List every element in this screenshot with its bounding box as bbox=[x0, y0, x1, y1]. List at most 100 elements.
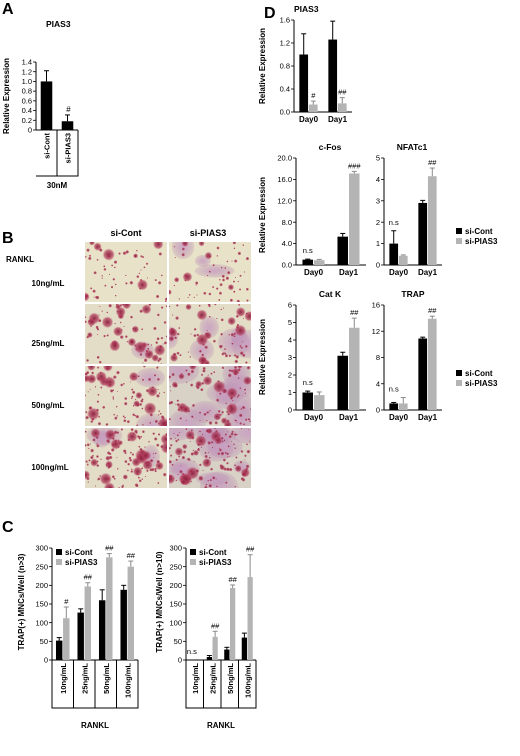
stained-cell bbox=[154, 419, 159, 424]
stained-cell bbox=[131, 457, 141, 467]
stained-cell bbox=[243, 271, 246, 273]
stained-cell bbox=[97, 318, 102, 323]
chart-d-trap: 0 4 8 12 16 TRAP n.s ## Day0 Day1 bbox=[372, 289, 442, 422]
y-tick-label: 2 bbox=[288, 371, 292, 380]
stained-cell bbox=[246, 366, 251, 370]
stained-cell bbox=[129, 315, 134, 319]
stained-cell bbox=[218, 291, 223, 295]
y-tick-label: 6 bbox=[288, 301, 292, 310]
stained-cell bbox=[105, 423, 109, 426]
stained-cell bbox=[182, 450, 187, 454]
stained-cell bbox=[164, 300, 167, 302]
stained-cell bbox=[204, 345, 209, 350]
stained-cell bbox=[196, 294, 198, 296]
stained-cell bbox=[127, 337, 137, 347]
stained-cell bbox=[223, 439, 226, 442]
stained-cell bbox=[85, 320, 87, 324]
stained-cell bbox=[211, 476, 216, 480]
stained-cell bbox=[157, 433, 161, 436]
y-tick-label: 1.4 bbox=[22, 58, 32, 67]
stained-cell bbox=[244, 469, 248, 473]
stained-cell bbox=[245, 287, 249, 291]
stained-cell bbox=[210, 372, 213, 375]
category-label: Day1 bbox=[339, 268, 359, 277]
stained-cell bbox=[222, 307, 225, 309]
bar-si-pias3 bbox=[247, 577, 253, 660]
stained-cell bbox=[139, 352, 143, 357]
stained-cell bbox=[171, 463, 174, 466]
stained-cell bbox=[175, 439, 178, 443]
stained-cell bbox=[198, 463, 202, 467]
multinucleated-cell bbox=[171, 242, 195, 260]
stained-cell bbox=[126, 340, 129, 343]
stained-cell bbox=[245, 361, 248, 364]
stained-cell bbox=[132, 466, 143, 477]
stained-cell bbox=[144, 446, 146, 448]
stained-cell bbox=[185, 419, 187, 422]
bar-si-cont bbox=[206, 657, 212, 660]
stained-cell bbox=[111, 475, 115, 479]
stained-cell bbox=[195, 333, 209, 346]
stained-cell bbox=[218, 278, 221, 281]
stained-cell bbox=[221, 388, 228, 394]
stained-cell bbox=[222, 458, 227, 462]
stained-cell bbox=[176, 351, 180, 355]
stained-cell bbox=[86, 463, 89, 466]
micrograph-grid bbox=[85, 242, 251, 488]
stained-cell bbox=[162, 343, 164, 345]
stained-cell bbox=[110, 285, 114, 289]
category-label: Day0 bbox=[389, 268, 409, 277]
stained-cell bbox=[202, 469, 204, 472]
stained-cell bbox=[160, 306, 164, 309]
stained-cell bbox=[117, 439, 120, 442]
stained-cell bbox=[134, 341, 147, 354]
stained-cell bbox=[96, 333, 99, 336]
stained-cell bbox=[218, 344, 223, 349]
x-axis-label: RANKL bbox=[207, 721, 235, 730]
y-tick-label: 0 bbox=[376, 406, 380, 415]
y-tick-label: 0.4 bbox=[280, 85, 290, 94]
stained-cell bbox=[226, 270, 231, 275]
stained-cell bbox=[230, 441, 233, 443]
stained-cell bbox=[242, 423, 246, 426]
stained-cell bbox=[118, 486, 120, 488]
stained-cell bbox=[215, 485, 218, 488]
y-axis-label: Relative Expression bbox=[2, 58, 11, 134]
stained-cell bbox=[130, 397, 133, 400]
stained-cell bbox=[130, 470, 134, 473]
y-tick-label: 0 bbox=[28, 126, 32, 135]
stained-cell bbox=[244, 459, 246, 461]
stained-cell bbox=[180, 465, 182, 467]
legend-swatch-si-cont bbox=[456, 370, 462, 376]
stained-cell bbox=[131, 453, 135, 456]
significance-label: # bbox=[66, 105, 71, 114]
stained-cell bbox=[116, 467, 119, 470]
legend-label-si-pias3: si-PIAS3 bbox=[65, 558, 98, 567]
stained-cell bbox=[158, 357, 162, 361]
stained-cell bbox=[145, 262, 149, 266]
legend-swatch-si-pias3 bbox=[190, 559, 196, 565]
stained-cell bbox=[160, 363, 163, 364]
stained-cell bbox=[169, 446, 172, 450]
stained-cell bbox=[217, 409, 221, 413]
chart-d-pias3: 0.0 0.4 0.8 1.2 1.6 PIAS3 Relative Expression #… bbox=[258, 4, 352, 124]
stained-cell bbox=[169, 305, 171, 308]
stained-cell bbox=[179, 405, 184, 410]
stained-cell bbox=[239, 344, 242, 348]
stained-cell bbox=[143, 266, 146, 269]
multinucleated-cell bbox=[189, 338, 215, 362]
stained-cell bbox=[108, 376, 110, 378]
bar-si-cont bbox=[337, 355, 348, 410]
stained-cell bbox=[236, 396, 239, 398]
stained-cell bbox=[185, 428, 188, 431]
stained-cell bbox=[85, 394, 87, 397]
stained-cell bbox=[233, 372, 238, 376]
stained-cell bbox=[157, 417, 167, 426]
stained-cell bbox=[101, 310, 103, 312]
stained-cell bbox=[227, 373, 232, 378]
stained-cell bbox=[177, 438, 180, 441]
bar-si-pias3 bbox=[84, 586, 92, 660]
legend-label-si-cont: si-Cont bbox=[65, 548, 93, 557]
stained-cell bbox=[108, 382, 112, 387]
stained-cell bbox=[146, 385, 158, 397]
